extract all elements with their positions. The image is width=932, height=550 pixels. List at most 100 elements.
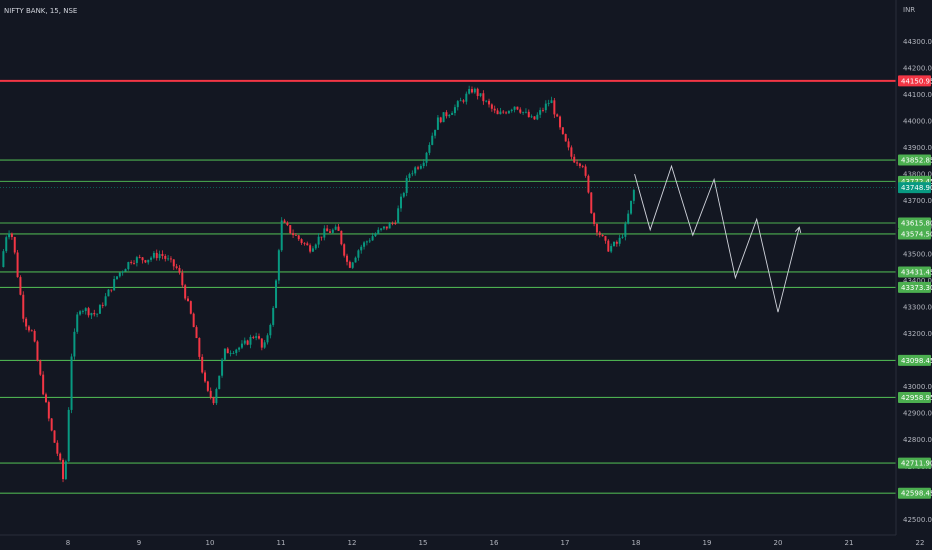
candle-body: [533, 116, 536, 120]
candle-body: [343, 244, 346, 256]
level-badge-label: 42958.95: [901, 394, 932, 402]
candle-body: [30, 330, 33, 332]
candle-body: [232, 353, 235, 354]
candle-body: [269, 324, 272, 336]
candle-body: [280, 220, 283, 251]
candle-body: [368, 240, 371, 242]
candle-body: [479, 93, 482, 97]
candle-body: [121, 271, 124, 273]
candle-body: [130, 262, 133, 263]
candle-body: [564, 134, 567, 142]
candle-body: [27, 326, 30, 331]
candle-body: [598, 232, 601, 235]
candle-body: [215, 389, 218, 404]
candle-body: [84, 308, 87, 312]
candle-body: [118, 272, 121, 277]
date-tick-label: 15: [419, 539, 428, 547]
candle-body: [76, 314, 79, 332]
candle-body: [490, 104, 493, 109]
date-tick-label: 16: [490, 539, 499, 547]
level-badge-label: 43772.45: [901, 178, 932, 186]
level-badge-label: 44150.95: [901, 77, 932, 85]
candle-body: [93, 313, 96, 315]
candle-body: [64, 461, 67, 480]
price-tick-label: 43900.00: [903, 144, 932, 152]
candle-body: [212, 397, 215, 404]
candle-body: [186, 298, 189, 302]
date-tick-label: 9: [137, 539, 141, 547]
candle-body: [391, 223, 394, 224]
candle-body: [394, 223, 397, 225]
candle-body: [53, 430, 56, 443]
candle-body: [612, 241, 615, 247]
price-tick-label: 44300.00: [903, 38, 932, 46]
candle-body: [141, 257, 144, 261]
candle-body: [354, 257, 357, 263]
candle-body: [311, 248, 314, 252]
candle-body: [473, 88, 476, 93]
candle-body: [530, 116, 533, 118]
level-badge: [898, 154, 931, 166]
candle-body: [485, 100, 488, 102]
price-tick-label: 44000.00: [903, 117, 932, 125]
candle-body: [104, 296, 107, 306]
candle-body: [33, 330, 36, 342]
candle-body: [581, 165, 584, 167]
candle-body: [10, 233, 13, 238]
candle-body: [150, 257, 153, 260]
candle-body: [553, 100, 556, 115]
candle-body: [297, 235, 300, 240]
candle-body: [615, 241, 618, 244]
candle-body: [73, 331, 76, 357]
level-badge: [898, 354, 931, 366]
candle-body: [360, 246, 363, 251]
candle-body: [255, 336, 258, 338]
candle-body: [607, 240, 610, 252]
candle-body: [198, 338, 201, 357]
candle-body: [155, 252, 158, 259]
candle-body: [181, 272, 184, 286]
candle-body: [87, 308, 90, 316]
candle-body: [98, 305, 101, 314]
candle-body: [502, 111, 505, 113]
price-tick-label: 43300.00: [903, 303, 932, 311]
candle-body: [90, 313, 93, 316]
candle-body: [397, 208, 400, 224]
candle-body: [263, 342, 266, 348]
candle-body: [340, 230, 343, 245]
candle-body: [286, 222, 289, 226]
candle-body: [189, 301, 192, 314]
candle-body: [164, 255, 167, 259]
candle-body: [382, 226, 385, 229]
candle-body: [556, 114, 559, 117]
candle-body: [306, 243, 309, 246]
candle-body: [624, 223, 627, 237]
candle-body: [144, 260, 147, 263]
candle-body: [417, 167, 420, 169]
candle-body: [428, 144, 431, 153]
last-price-badge: [898, 182, 931, 194]
level-badge-label: 43373.30: [901, 284, 932, 292]
time-axis[interactable]: 89101112151617181920212223: [0, 534, 932, 547]
candle-body: [576, 162, 579, 164]
level-badge-label: 42598.45: [901, 490, 932, 498]
level-badge-label: 43615.80: [901, 219, 932, 227]
candle-body: [513, 106, 516, 110]
last-price-label: 43748.90: [901, 184, 932, 192]
candle-body: [79, 311, 82, 315]
candle-body: [243, 340, 246, 344]
candle-body: [135, 257, 138, 263]
candle-body: [456, 101, 459, 108]
candle-body: [25, 318, 28, 327]
candle-body: [328, 231, 331, 233]
date-tick-label: 22: [916, 539, 925, 547]
candle-body: [425, 152, 428, 163]
candle-body: [172, 259, 175, 267]
candle-body: [524, 111, 527, 113]
candle-body: [42, 374, 45, 395]
level-badge: [898, 266, 931, 278]
level-badge-label: 43574.50: [901, 230, 932, 238]
candle-body: [334, 226, 337, 230]
